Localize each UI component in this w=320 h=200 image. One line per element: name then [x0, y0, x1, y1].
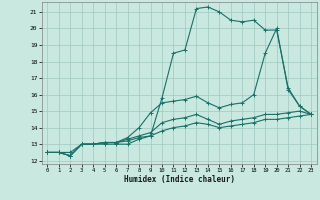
X-axis label: Humidex (Indice chaleur): Humidex (Indice chaleur): [124, 175, 235, 184]
